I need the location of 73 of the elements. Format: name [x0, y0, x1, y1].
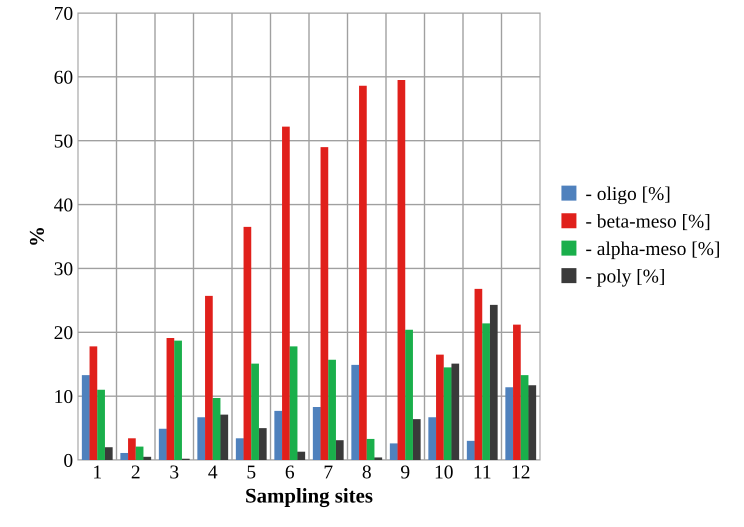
- bar: [336, 440, 344, 460]
- bar: [274, 410, 282, 460]
- x-tick-label: 11: [474, 466, 490, 478]
- bar: [90, 346, 98, 460]
- bar: [320, 147, 328, 460]
- bar: [398, 80, 406, 460]
- y-tick-label: 10: [55, 390, 72, 404]
- y-tick-label: 0: [64, 454, 72, 467]
- bar: [251, 364, 259, 460]
- x-tick-label: 4: [208, 466, 218, 478]
- bar: [282, 126, 290, 460]
- bar: [366, 438, 374, 460]
- x-tick-label: 7: [324, 466, 333, 478]
- bar: [220, 414, 228, 460]
- y-tick-label: 20: [54, 326, 72, 340]
- bar: [482, 323, 490, 460]
- x-tick-label: 3: [170, 465, 178, 479]
- bar: [104, 447, 113, 460]
- x-tick-label: 12: [512, 465, 530, 478]
- bar: [143, 456, 152, 460]
- legend-label: - alpha-meso [%]: [586, 241, 719, 260]
- y-tick-label: 70: [54, 6, 72, 20]
- bar: [444, 367, 452, 460]
- bar: [466, 440, 475, 460]
- bar: [312, 407, 321, 460]
- y-axis-title: %: [30, 228, 44, 245]
- bar: [490, 304, 498, 460]
- bar: [374, 457, 382, 460]
- bar: [128, 438, 136, 460]
- bar: [244, 226, 252, 460]
- y-tick-label: 60: [54, 70, 72, 84]
- bar: [520, 375, 528, 460]
- bar: [174, 340, 182, 460]
- bar: [405, 330, 413, 460]
- bar: [513, 324, 521, 460]
- bar: [97, 390, 105, 460]
- bar: [474, 288, 482, 460]
- bar: [258, 428, 267, 460]
- bar: [328, 360, 336, 460]
- bar: [290, 346, 298, 460]
- bar: [428, 417, 436, 460]
- bar: [136, 446, 144, 460]
- x-tick-label: 9: [401, 465, 410, 479]
- bar: [297, 452, 306, 460]
- y-tick-label: 50: [54, 134, 72, 148]
- bar: [359, 86, 367, 460]
- x-tick-label: 8: [362, 465, 371, 479]
- bar: [412, 419, 421, 460]
- y-tick-label: 40: [54, 198, 72, 212]
- bar: [390, 443, 398, 460]
- x-tick-label: 2: [132, 465, 140, 478]
- legend-label: - beta-meso [%]: [586, 214, 710, 230]
- legend-label: - poly [%]: [586, 268, 664, 287]
- legend-label: - oligo [%]: [586, 186, 670, 204]
- bar: [436, 354, 444, 460]
- bar: [212, 398, 220, 460]
- bar: [451, 364, 460, 460]
- bar: [82, 375, 90, 460]
- x-tick-label: 10: [436, 465, 453, 479]
- bar: [505, 387, 514, 460]
- x-tick-label: 1: [94, 466, 101, 478]
- bar: [205, 296, 213, 460]
- bar: [528, 385, 536, 460]
- bar: [351, 364, 360, 460]
- x-tick-label: 6: [286, 465, 294, 479]
- bar: [197, 417, 206, 460]
- x-tick-label: 5: [248, 466, 256, 479]
- bar: [166, 338, 174, 460]
- bar: [120, 452, 128, 460]
- bar: [158, 428, 167, 460]
- x-axis-title: Sampling sites: [246, 488, 372, 508]
- bar: [236, 438, 244, 460]
- y-tick-label: 30: [54, 262, 72, 276]
